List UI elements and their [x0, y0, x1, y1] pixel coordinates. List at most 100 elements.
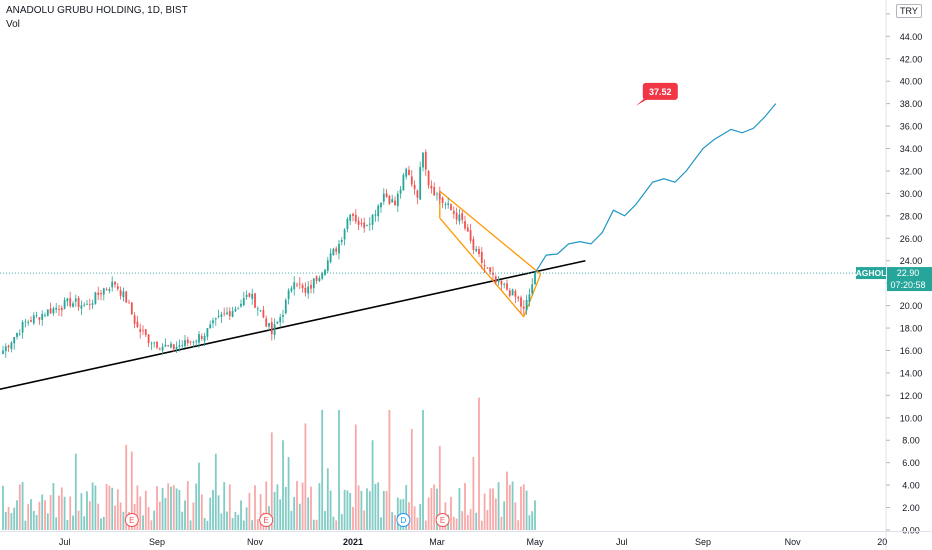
volume-label: Vol [6, 19, 20, 30]
candle-body [422, 152, 424, 168]
x-tick-label: Nov [785, 537, 802, 547]
y-tick-label: 20.00 [900, 301, 923, 311]
volume-bar [10, 513, 13, 530]
candle-body [413, 184, 416, 190]
volume-bar [91, 482, 94, 530]
volume-bar [318, 483, 321, 530]
volume-bar [520, 486, 522, 530]
candle-body [63, 300, 66, 309]
candle-body [312, 278, 315, 289]
volume-bar [60, 487, 63, 530]
symbol-tag [856, 267, 886, 280]
currency-badge[interactable]: TRY [896, 4, 922, 18]
volume-bar [503, 501, 506, 530]
y-tick-label: 10.00 [900, 413, 923, 423]
volume-bar [368, 491, 371, 530]
volume-bar [52, 483, 55, 530]
event-marker [124, 513, 139, 527]
candle-body [27, 321, 30, 323]
volume-bar [77, 510, 80, 530]
candle-body [119, 290, 122, 296]
candle-body [326, 260, 329, 271]
candle-body [497, 279, 500, 283]
candle-body [290, 288, 293, 292]
volume-bar [234, 512, 237, 530]
candle-body [172, 344, 175, 350]
candle-body [343, 229, 346, 240]
candle-body [374, 214, 377, 216]
volume-bar [125, 444, 128, 530]
candle-body [450, 204, 452, 210]
countdown-label: 07:20:58 [890, 280, 925, 290]
candle-body [164, 344, 167, 347]
volume-bar [156, 486, 158, 530]
legend: ANADOLU GRUBU HOLDING, 1D, BIST Vol [6, 4, 188, 32]
volume-bar [276, 484, 279, 530]
volume-bar [525, 490, 528, 530]
volume-bar [226, 511, 228, 530]
volume-bar [228, 484, 231, 530]
volume-bar [161, 487, 164, 530]
volume-bar [480, 520, 483, 530]
candle-body [209, 324, 212, 329]
volume-bar [116, 489, 119, 530]
candle-body [178, 345, 181, 347]
candle-body [24, 321, 27, 323]
volume-bar [245, 507, 248, 530]
candle-body [220, 314, 223, 317]
volume-bar [522, 484, 525, 530]
volume-bar [382, 491, 385, 530]
candle-body [58, 309, 60, 310]
candle-body [310, 284, 312, 289]
volume-bar [326, 468, 329, 530]
candle-body [441, 197, 444, 204]
volume-bar [38, 501, 41, 530]
candle-body [405, 168, 408, 177]
volume-bar [338, 409, 340, 530]
volume-bar [290, 510, 293, 530]
volume-bar [259, 494, 262, 530]
candle-body [97, 292, 100, 295]
volume-bar [237, 514, 240, 530]
candle-body [21, 322, 24, 333]
candle-body [416, 190, 419, 198]
volume-bar [27, 504, 30, 530]
forecast-path [534, 103, 777, 274]
volume-bar [296, 480, 298, 530]
y-tick-label: 0.00 [902, 526, 920, 536]
candle-body [363, 222, 366, 228]
volume-bar [335, 520, 338, 530]
volume-bar [206, 520, 209, 530]
drawings [0, 103, 777, 390]
candle-body [315, 276, 318, 281]
candle-body [181, 345, 184, 347]
candle-body [245, 294, 248, 298]
volume-bar [315, 519, 318, 530]
volume-bar [72, 515, 74, 530]
candle-body [200, 336, 203, 339]
y-tick-label: 32.00 [900, 166, 923, 176]
volume-bar [209, 497, 212, 530]
candle-body [147, 334, 150, 343]
candle-body [203, 335, 206, 342]
volume-bar [346, 490, 349, 530]
time-axis: Jul Sep Nov 2021 Mar May Jul Sep Nov 20 [0, 531, 932, 547]
candle-body [161, 346, 164, 351]
event-marker [435, 513, 450, 527]
volume-bar [153, 510, 156, 530]
volume-bar [419, 504, 422, 530]
candle-body [486, 267, 489, 269]
candle-body [52, 308, 55, 314]
candle-body [217, 315, 220, 317]
candle-body [240, 303, 242, 307]
target-label: 37.52 [649, 87, 672, 97]
volume-bar [307, 497, 310, 530]
volume-bar [195, 483, 198, 530]
x-tick-label: May [526, 537, 544, 547]
candle-body [170, 343, 172, 348]
volume-bar [2, 485, 4, 530]
volume-bar [94, 485, 97, 530]
volume-bar [478, 397, 480, 530]
candle-body [399, 189, 402, 194]
